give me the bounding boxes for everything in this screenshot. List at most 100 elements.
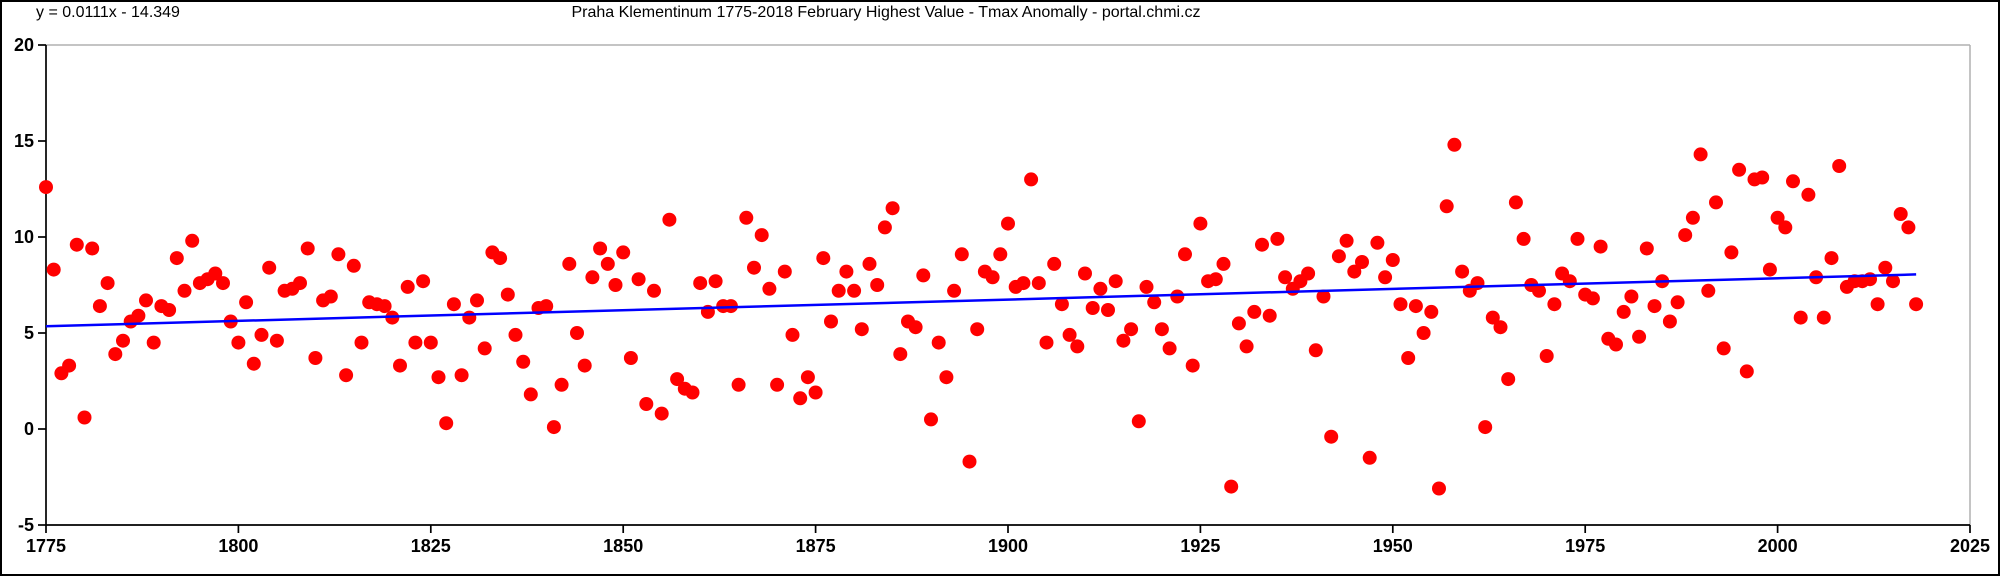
data-point [1632,329,1647,344]
data-point [793,391,808,406]
data-point [1316,289,1331,304]
data-point [470,293,484,308]
data-point [1701,283,1716,298]
data-point [1724,245,1739,260]
data-point [431,370,446,385]
x-tick-label: 1950 [1373,536,1413,556]
data-point [269,333,284,348]
data-point [1647,299,1662,314]
data-point [246,356,261,371]
data-point [1616,304,1631,319]
data-point [962,454,977,469]
x-tick-label: 2000 [1758,536,1798,556]
data-point [1778,220,1793,235]
data-point [1378,270,1393,285]
data-point [92,299,107,314]
data-point [131,308,146,323]
data-point [262,260,277,275]
data-point [1878,260,1893,275]
data-point [346,258,361,273]
data-point [1793,310,1808,325]
data-point [947,283,962,298]
data-point [216,276,230,291]
data-point [508,327,523,342]
x-tick-label: 1925 [1180,536,1220,556]
data-point [493,251,508,266]
data-point [1401,351,1416,365]
data-point [1901,220,1916,235]
data-point [1455,264,1470,279]
data-point [693,276,708,291]
data-point [831,283,846,298]
data-point [600,256,615,271]
data-point [1054,297,1069,312]
data-point [1216,256,1231,271]
data-point [1116,333,1131,348]
data-point [1278,270,1293,285]
data-point [1239,339,1254,354]
data-point [393,358,407,373]
data-point [1154,322,1169,337]
data-point [331,247,346,262]
data-point [439,416,454,431]
data-point [462,310,477,325]
data-point [808,385,823,400]
data-point [1208,272,1223,287]
data-point [185,233,200,248]
data-point [885,201,900,216]
data-point [162,303,177,317]
data-point [662,212,677,227]
data-point [454,368,469,383]
data-point [931,335,946,350]
data-point [1001,216,1015,231]
data-point [785,327,800,342]
data-point [577,358,592,373]
data-point [85,241,100,256]
data-point [1170,289,1185,304]
data-point [1678,228,1693,243]
data-point [893,347,908,362]
x-tick-label: 1850 [603,536,643,556]
trendline-equation-label: y = 0.0111x - 14.349 [36,4,180,21]
data-point [146,335,161,350]
data-point [654,406,669,421]
data-point [1478,420,1493,435]
data-point [1124,322,1139,337]
data-point [1131,414,1146,429]
data-point [77,410,92,425]
x-tick-label: 2025 [1950,536,1990,556]
data-point [1516,231,1531,246]
data-point [169,251,184,266]
data-point [685,385,700,400]
data-point [1824,251,1839,266]
data-point [985,270,1000,285]
data-point [847,283,862,298]
data-point [839,264,854,279]
data-point [39,180,53,195]
data-point [1393,297,1408,312]
data-point [1493,320,1508,335]
data-point [954,247,969,262]
data-point [1162,341,1177,356]
data-point [1786,174,1800,189]
data-point [1685,210,1700,225]
data-point [1039,335,1054,350]
chart-title: Praha Klementinum 1775-2018 February Hig… [571,4,1201,21]
data-point [747,260,761,275]
data-point [731,377,746,392]
data-point [546,420,561,435]
data-point [1609,337,1623,352]
data-point [300,241,315,256]
data-point [1909,297,1924,312]
data-point [1147,295,1162,310]
data-point [1185,358,1200,373]
data-point [1570,231,1585,246]
data-point [1085,301,1100,315]
data-point [100,276,115,291]
data-point [1593,239,1608,254]
data-point [939,370,954,385]
data-point [1762,262,1777,277]
data-point [293,276,307,291]
